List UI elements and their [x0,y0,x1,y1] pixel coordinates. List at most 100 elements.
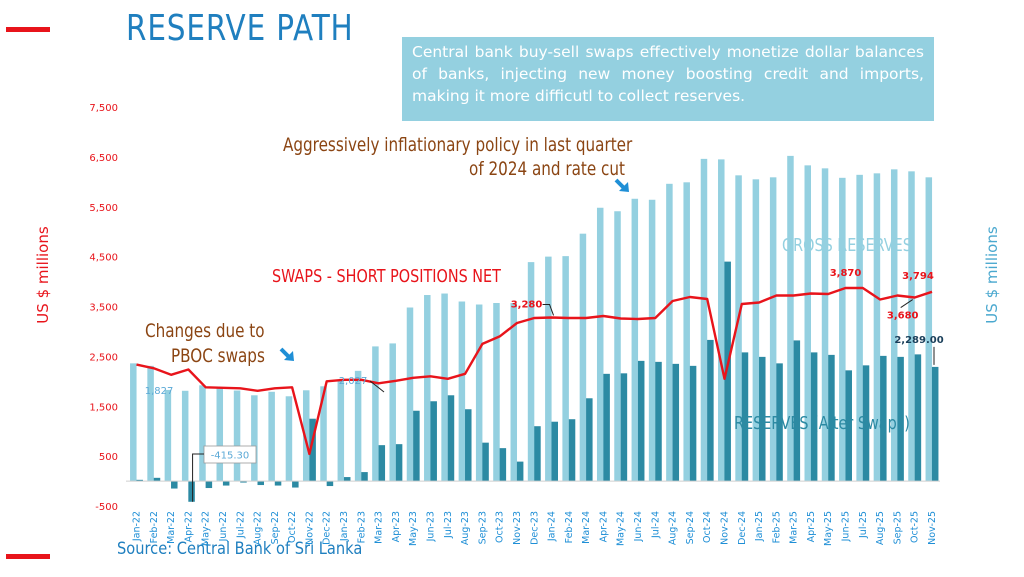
gross-reserves-bar [372,346,379,482]
data-label-leader [192,453,204,502]
x-tick-label: Feb-24 [564,511,575,543]
x-tick-label: Jan-24 [547,511,558,542]
gross-reserves-bar [700,158,708,482]
y-tick-label: 6,500 [89,153,118,164]
data-label: 3,870 [830,268,862,279]
gross-reserves-bar [147,365,154,482]
x-tick-label: Jun-24 [633,511,644,542]
x-tick-label: Sep-22 [270,511,281,544]
gross-reserves-bar [596,207,604,482]
gross-reserves-bar [545,256,552,482]
gross-reserves-bar [441,293,448,482]
after-swaps-bar [880,355,887,482]
gross-reserves-bar [130,363,137,482]
after-swaps-bar [153,477,161,482]
gross-reserves-bar [337,379,345,482]
after-swaps-bar [222,481,230,486]
x-axis: Jan-22 Feb-22 Mar-22 Apr-22 May-22 Jun-22 Jul-… [132,511,939,546]
y-axis-label-left: US $ millions [34,226,52,324]
x-tick-label: May-22 [201,511,212,546]
x-tick-label: Jul-25 [858,511,869,539]
y-tick-label: 4,500 [89,253,118,264]
x-tick-label: Mar-22 [166,511,177,544]
after-swaps-bar [707,339,714,482]
pointer-arrow-left [279,347,294,361]
after-swaps-bar [188,481,195,502]
x-tick-label: Feb-22 [149,511,160,543]
gross-reserves-bar [908,171,915,482]
note-box: Central bank buy-sell swaps effectively … [402,37,934,121]
gross-reserves-bar [839,177,846,482]
data-label: 2,027 [339,376,368,387]
data-label: 2,289.00 [894,335,943,346]
after-swaps-bar [810,352,818,482]
annotations: Aggressively inflationary policy in last… [145,134,912,433]
gross-reserves-bar [614,211,621,482]
data-label-leader [900,299,913,308]
x-tick-label: Oct-25 [910,511,921,543]
after-swaps-bar [430,401,437,482]
x-tick-label: Aug-25 [875,511,886,545]
after-swaps-bar [603,373,610,482]
chart-annotation: Aggressively inflationary policy in last… [283,134,633,156]
after-swaps-bar [724,261,731,482]
top-accent-bar [6,27,50,32]
x-tick-label: Oct-22 [287,511,298,543]
x-tick-label: Aug-24 [668,511,679,545]
after-swaps-bar [672,363,680,482]
after-swaps-bar [862,365,870,482]
gross-reserves-bar [856,174,863,482]
data-label: 3,680 [887,311,919,322]
after-swaps-bar [914,354,922,482]
gross-reserves-bar [424,295,431,482]
gross-reserves-bar [199,385,206,482]
x-tick-label: Apr-22 [183,511,194,542]
after-swaps-bar [361,472,368,482]
swaps-line-group [136,286,933,456]
data-label: 1,827 [145,386,174,397]
x-tick-label: Jun-23 [425,511,436,542]
after-swaps-bar [292,481,299,488]
gross-reserves-bar [475,304,483,482]
chart-annotation: GROSS RESERVES [782,234,912,255]
after-swaps-bar [741,352,749,482]
x-tick-label: Aug-22 [253,511,264,545]
source-note: Source: Central Bank of Sri Lanka [117,539,363,559]
after-swaps-bar [257,481,265,486]
bottom-accent-bar [6,554,50,559]
gross-reserves-bar [787,155,794,482]
page-title: RESERVE PATH [126,8,354,49]
chart-annotation: PBOC swaps [171,345,265,367]
x-tick-label: Sep-23 [477,511,488,544]
gross-reserves-bar [579,233,587,482]
x-tick-label: Nov-22 [304,511,315,545]
x-tick-label: May-24 [616,511,627,546]
gross-reserves-bar [527,262,535,482]
after-swaps-bar [343,477,351,482]
x-tick-label: Jul-23 [443,511,454,539]
after-swaps-bar [240,481,247,483]
gross-reserves-bar [268,391,275,482]
x-tick-label: Feb-25 [771,511,782,543]
data-label-leader [542,303,555,316]
x-tick-label: Jul-22 [235,511,246,539]
x-tick-label: Oct-24 [702,511,713,543]
x-tick-label: May-25 [823,511,834,546]
after-swaps-bar [378,445,386,482]
after-swaps-bar [482,442,489,482]
gross-reserves-bar [285,396,293,482]
x-tick-label: Jun-25 [841,511,852,542]
gross-reserves-bars [130,155,933,482]
after-swaps-bar [897,356,904,482]
data-label-leader [369,380,385,393]
after-swaps-bar [551,421,558,482]
x-tick-label: May-23 [408,511,419,546]
after-swaps-bar [828,354,835,482]
after-swaps-bar [395,444,403,482]
after-swaps-bar [845,370,852,482]
x-tick-label: Jul-24 [650,511,661,539]
after-swaps-bar [620,373,628,482]
chart-annotation: of 2024 and rate cut [469,158,625,180]
data-label: 3,280 [511,299,543,310]
x-tick-label: Dec-23 [529,511,540,545]
